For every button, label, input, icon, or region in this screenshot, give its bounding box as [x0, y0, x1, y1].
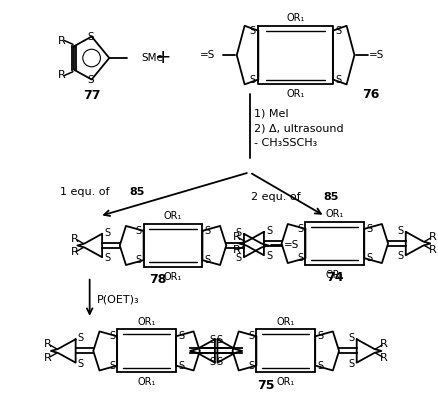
Text: S: S: [297, 253, 304, 263]
Text: =S: =S: [200, 50, 215, 60]
Text: OR₁: OR₁: [326, 270, 344, 280]
Text: S: S: [205, 226, 211, 236]
Text: OR₁: OR₁: [286, 89, 305, 99]
Text: S: S: [248, 331, 254, 341]
Text: S: S: [266, 226, 272, 236]
Text: 85: 85: [323, 192, 339, 202]
Text: S: S: [78, 359, 84, 369]
Text: OR₁: OR₁: [286, 13, 305, 23]
Text: S: S: [104, 253, 110, 263]
Text: S: S: [336, 75, 342, 84]
Text: S: S: [109, 331, 115, 341]
Text: S: S: [366, 224, 372, 234]
Text: =S: =S: [284, 241, 300, 250]
Text: OR₁: OR₁: [138, 377, 156, 387]
Text: S: S: [87, 75, 94, 84]
Text: OR₁: OR₁: [277, 317, 295, 327]
Text: 78: 78: [150, 273, 167, 286]
Text: S: S: [135, 226, 141, 236]
Text: R: R: [58, 37, 66, 46]
Text: S: S: [248, 361, 254, 371]
Text: 1 equ. of: 1 equ. of: [60, 187, 113, 197]
Text: S: S: [398, 251, 404, 261]
Text: 76: 76: [362, 88, 380, 101]
Text: 2) Δ, ultrasound: 2) Δ, ultrasound: [254, 123, 344, 133]
Text: S: S: [266, 251, 272, 261]
Text: S: S: [104, 228, 110, 238]
Text: S: S: [349, 333, 355, 343]
Text: S: S: [217, 357, 223, 367]
Text: =S: =S: [369, 50, 385, 60]
Text: OR₁: OR₁: [277, 377, 295, 387]
Text: 1) MeI: 1) MeI: [254, 109, 289, 119]
Text: S: S: [236, 228, 242, 238]
Text: R: R: [44, 339, 52, 349]
Text: S: S: [297, 224, 304, 234]
Text: +: +: [155, 48, 171, 66]
Text: R: R: [233, 245, 240, 255]
Text: R: R: [58, 70, 66, 80]
Text: S: S: [205, 255, 211, 265]
Text: R: R: [429, 245, 437, 255]
Text: S: S: [178, 331, 184, 341]
Text: OR₁: OR₁: [164, 272, 182, 282]
Text: 77: 77: [83, 89, 100, 102]
Text: OR₁: OR₁: [138, 317, 156, 327]
Text: 85: 85: [130, 187, 145, 197]
Text: 2 equ. of: 2 equ. of: [251, 192, 304, 202]
Text: 74: 74: [326, 271, 343, 284]
Text: S: S: [317, 361, 323, 371]
Text: S: S: [217, 335, 223, 345]
Text: SMe: SMe: [141, 53, 163, 63]
Text: R: R: [380, 339, 388, 349]
Text: S: S: [236, 253, 242, 263]
Text: S: S: [317, 331, 323, 341]
Text: S: S: [209, 335, 215, 345]
Text: R: R: [429, 232, 437, 242]
Text: R: R: [71, 234, 78, 244]
Text: S: S: [366, 253, 372, 263]
Text: S: S: [87, 31, 94, 42]
Text: R: R: [233, 232, 240, 242]
Text: R: R: [380, 353, 388, 363]
Text: S: S: [249, 75, 255, 84]
Text: P(OET)₃: P(OET)₃: [96, 294, 139, 304]
Text: S: S: [336, 26, 342, 36]
Text: S: S: [398, 226, 404, 236]
Text: - CH₃SSCH₃: - CH₃SSCH₃: [254, 138, 318, 148]
Text: S: S: [109, 361, 115, 371]
Text: 75: 75: [258, 378, 275, 391]
Text: S: S: [78, 333, 84, 343]
Text: S: S: [209, 357, 215, 367]
Text: S: S: [249, 26, 255, 36]
Text: S: S: [178, 361, 184, 371]
Text: OR₁: OR₁: [326, 209, 344, 219]
Text: R: R: [71, 247, 78, 257]
Text: S: S: [349, 359, 355, 369]
Text: R: R: [44, 353, 52, 363]
Text: OR₁: OR₁: [164, 211, 182, 221]
Text: S: S: [135, 255, 141, 265]
